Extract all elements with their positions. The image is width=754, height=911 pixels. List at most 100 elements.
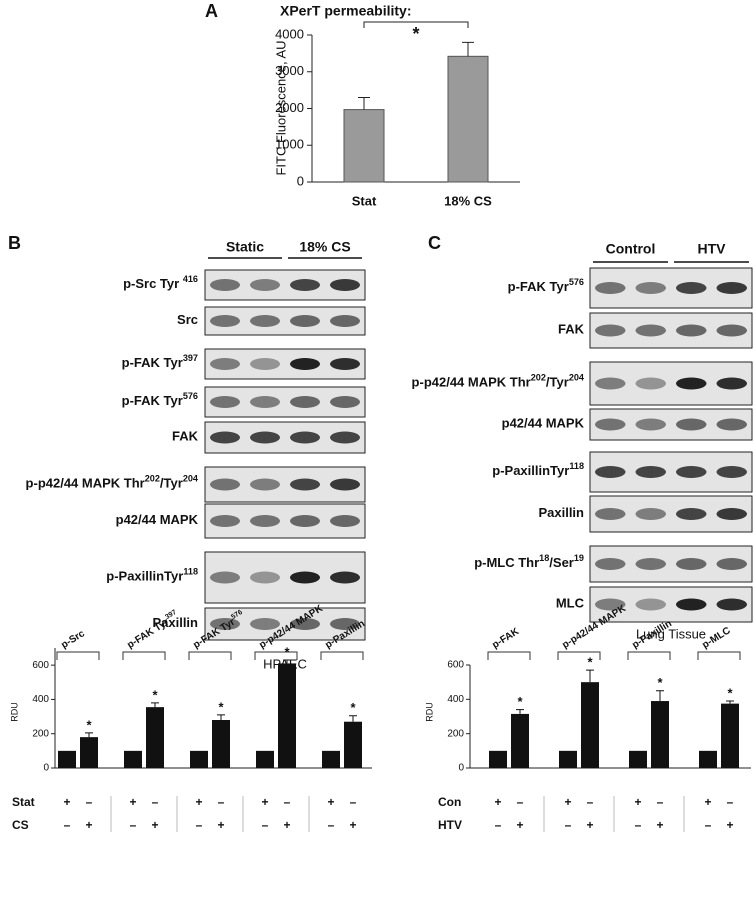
- group-bracket: [122, 651, 166, 660]
- significance-label: *: [86, 717, 92, 732]
- chart-title: XPerT permeability:: [280, 3, 412, 19]
- lane-group-label: HTV: [698, 241, 727, 257]
- blot-band: [250, 396, 280, 408]
- significance-bracket: [363, 21, 469, 28]
- lane-group-label: 18% CS: [299, 239, 350, 255]
- significance-label: *: [412, 24, 419, 44]
- blot-band: [635, 282, 666, 294]
- label-text: p-FAK Tyr: [508, 279, 569, 294]
- blot-band: [330, 315, 360, 327]
- blot-band: [290, 431, 320, 444]
- label-text: p-p42/44 MAPK Thr: [26, 476, 145, 491]
- blot-band: [290, 571, 320, 584]
- bar: [699, 750, 717, 768]
- condition-sign: –: [86, 795, 93, 809]
- condition-sign: +: [129, 795, 136, 809]
- blot-band: [676, 377, 707, 390]
- bar: [322, 750, 340, 768]
- superscript: 397: [183, 353, 198, 363]
- y-axis-label: FITC Fluorescence, AU: [273, 40, 288, 175]
- blot-band: [290, 279, 320, 291]
- bar: [559, 750, 577, 768]
- blot-row-label: p-p42/44 MAPK Thr202/Tyr204: [412, 373, 585, 390]
- x-tick-label: 18% CS: [444, 193, 492, 208]
- condition-sign: –: [565, 818, 572, 832]
- blot-band: [290, 315, 320, 327]
- condition-sign: +: [195, 795, 202, 809]
- error-bar: [358, 96, 370, 110]
- superscript: 118: [569, 461, 584, 471]
- error-bar: [283, 659, 291, 664]
- bar: [278, 663, 296, 768]
- condition-sign: –: [495, 818, 502, 832]
- lane-group-label: Static: [226, 239, 264, 255]
- error-bar: [217, 714, 225, 720]
- blot-band: [210, 315, 240, 327]
- group-bracket: [627, 651, 671, 660]
- group-bracket: [697, 651, 741, 660]
- superscript: 202: [145, 474, 160, 484]
- blot-band: [595, 466, 626, 478]
- label-text: p42/44 MAPK: [116, 512, 199, 527]
- label-text: p-PaxillinTyr: [492, 463, 569, 478]
- y-tick-label: 1000: [275, 137, 304, 152]
- blot-band: [250, 515, 280, 527]
- bar: [511, 713, 529, 768]
- condition-sign: +: [349, 818, 356, 832]
- blot-row-label: Paxillin: [152, 615, 198, 630]
- blot-band: [595, 418, 626, 431]
- blot-band: [290, 618, 320, 630]
- blot-row-label: FAK: [172, 429, 199, 444]
- superscript: 19: [574, 553, 584, 563]
- y-tick-label: 0: [458, 763, 464, 774]
- blot-row-label: p-FAK Tyr576: [508, 277, 584, 294]
- blot-band: [330, 358, 360, 370]
- superscript: 416: [183, 274, 198, 284]
- label-text: p-MLC Thr: [474, 555, 539, 570]
- bar: [651, 701, 669, 768]
- blot-band: [716, 598, 747, 611]
- blot-band: [210, 478, 240, 491]
- group-bracket: [188, 651, 232, 660]
- y-tick-label: 400: [32, 694, 49, 705]
- blot-band: [250, 478, 280, 491]
- label-text: Src: [177, 312, 198, 327]
- label-text: p-p42/44 MAPK Thr: [412, 375, 531, 390]
- condition-sign: –: [350, 795, 357, 809]
- blot-band: [250, 571, 280, 584]
- condition-sign: –: [152, 795, 159, 809]
- condition-sign: –: [727, 795, 734, 809]
- label-text: p-FAK: [490, 625, 521, 650]
- y-tick-label: 2000: [275, 100, 304, 115]
- y-tick-label: 200: [447, 728, 464, 739]
- condition-sign: +: [656, 818, 663, 832]
- blot-band: [716, 466, 747, 478]
- condition-sign: +: [516, 818, 523, 832]
- blot-band: [676, 282, 707, 294]
- blot-band: [290, 478, 320, 491]
- bar: [80, 737, 98, 768]
- blot-band: [210, 396, 240, 408]
- bar: [629, 750, 647, 768]
- significance-label: *: [284, 644, 290, 659]
- error-bar: [85, 732, 93, 738]
- superscript: 204: [569, 373, 585, 383]
- condition-sign: +: [634, 795, 641, 809]
- superscript: 576: [183, 391, 198, 401]
- label-text: Paxillin: [152, 615, 198, 630]
- y-tick-label: 600: [32, 660, 49, 671]
- y-tick-label: 200: [32, 728, 49, 739]
- condition-sign: +: [494, 795, 501, 809]
- blot-band: [250, 358, 280, 370]
- y-tick-label: 400: [447, 694, 464, 705]
- blot-band: [595, 377, 626, 390]
- label-text: FAK: [172, 429, 199, 444]
- condition-sign: +: [217, 818, 224, 832]
- blot-row-label: p-MLC Thr18/Ser19: [474, 553, 584, 570]
- blot-band: [676, 508, 707, 520]
- blot-row-label: MLC: [556, 596, 585, 611]
- bar: [256, 750, 274, 768]
- group-label: p-Src: [59, 628, 87, 651]
- condition-sign: –: [130, 818, 137, 832]
- lane-group-label: Control: [606, 241, 656, 257]
